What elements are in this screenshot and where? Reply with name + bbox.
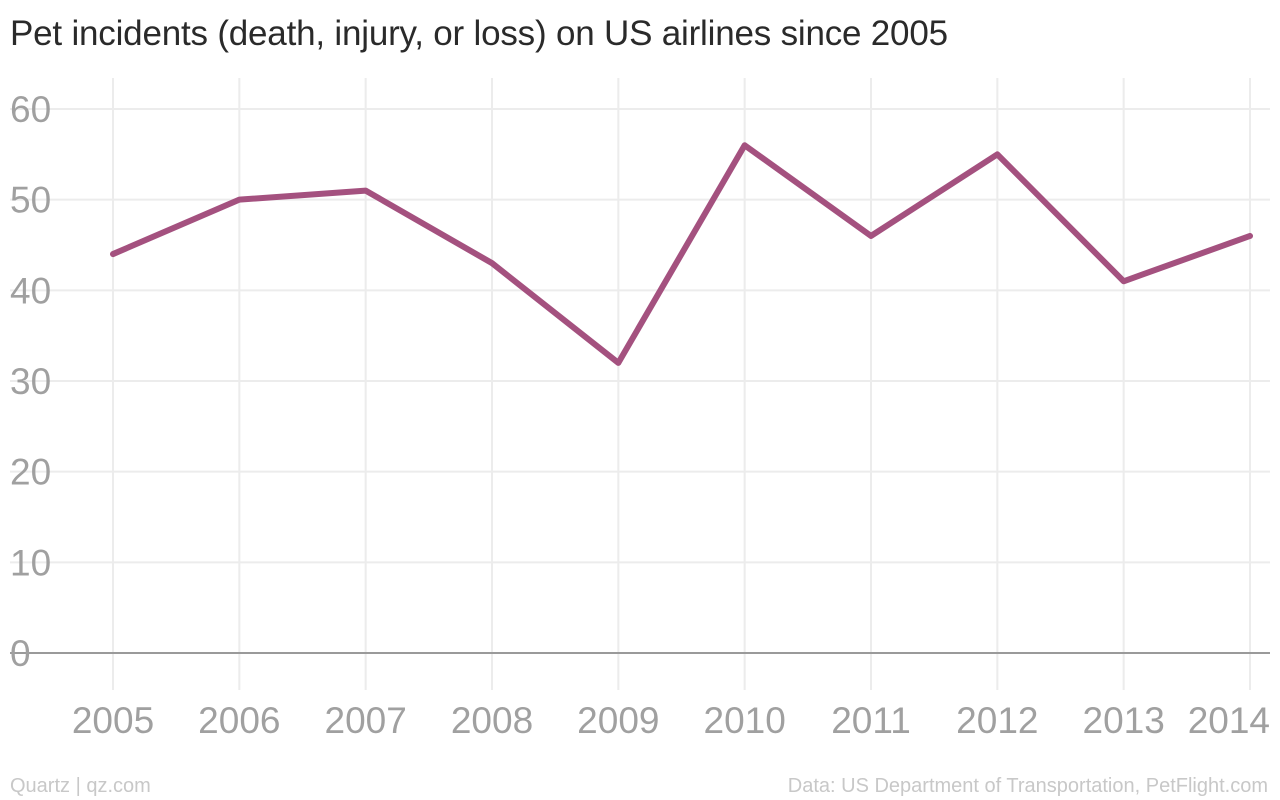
chart-title: Pet incidents (death, injury, or loss) o… (10, 14, 948, 53)
y-tick-label-60: 60 (10, 89, 51, 130)
x-tick-label-2012: 2012 (956, 700, 1038, 741)
x-axis-tick-labels: 2005 2006 2007 2008 2009 2010 2011 2012 2013 2014 (72, 700, 1270, 741)
footer-credit: Quartz | qz.com (10, 775, 151, 797)
horizontal-gridlines (10, 108, 1270, 564)
series-lines (110, 142, 1253, 366)
y-tick-label-20: 20 (10, 452, 51, 493)
x-tick-label-2009: 2009 (577, 700, 659, 741)
y-tick-label-0: 0 (10, 633, 31, 674)
x-tick-label-2006: 2006 (198, 700, 280, 741)
y-tick-label-40: 40 (10, 270, 51, 311)
x-tick-label-2014: 2014 (1188, 700, 1270, 741)
x-tick-label-2005: 2005 (72, 700, 154, 741)
y-tick-label-50: 50 (10, 180, 51, 221)
x-tick-label-2010: 2010 (704, 700, 786, 741)
x-tick-label-2013: 2013 (1083, 700, 1165, 741)
y-tick-label-10: 10 (10, 542, 51, 583)
series-line-0 (110, 142, 1253, 366)
vertical-gridlines (112, 78, 1251, 690)
footer-data-source: Data: US Department of Transportation, P… (787, 775, 1268, 797)
x-tick-label-2011: 2011 (831, 700, 911, 741)
y-axis-tick-labels: 0 10 20 30 40 50 60 (10, 89, 51, 674)
x-tick-label-2007: 2007 (325, 700, 407, 741)
y-tick-label-30: 30 (10, 361, 51, 402)
x-tick-label-2008: 2008 (451, 700, 533, 741)
